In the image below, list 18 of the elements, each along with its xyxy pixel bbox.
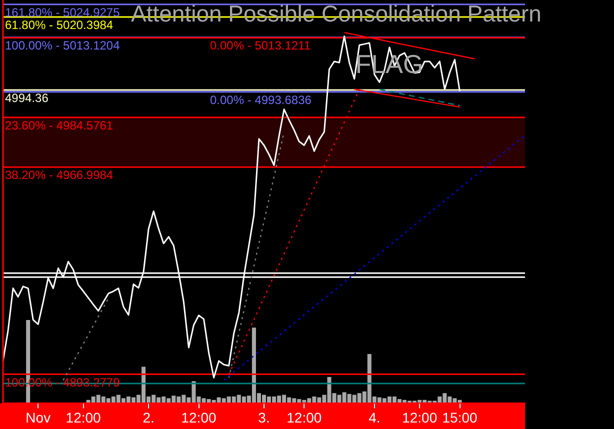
- annotation: 23.60% - 4984.5761: [5, 118, 114, 132]
- x-tick-label: 12:00: [181, 409, 216, 426]
- x-tick-label: 15:00: [442, 409, 478, 426]
- x-tick-label: 3.: [258, 409, 270, 426]
- x-tick-label: 12:00: [66, 409, 102, 426]
- annotation: 100.00% - 4893.2779: [5, 375, 120, 390]
- x-tick-label: 2.: [142, 409, 154, 426]
- annotation: 4994.36: [5, 91, 49, 106]
- annotation: 0.00% - 5013.1211: [210, 38, 311, 53]
- x-tick-label: 12:00: [286, 409, 322, 426]
- annotation: 0.00% - 4993.6836: [210, 92, 312, 107]
- x-tick-label: 12:00: [402, 409, 438, 426]
- annotation: 61.80% - 5020.3984: [5, 18, 114, 32]
- x-tick-label: Nov: [26, 409, 51, 426]
- x-tick-label: 4.: [368, 409, 380, 426]
- annotation: 161.80% - 5024.9275: [5, 5, 120, 20]
- annotation: 38.20% - 4966.9984: [5, 168, 114, 182]
- annotation: 100.00% - 5013.1204: [5, 38, 120, 52]
